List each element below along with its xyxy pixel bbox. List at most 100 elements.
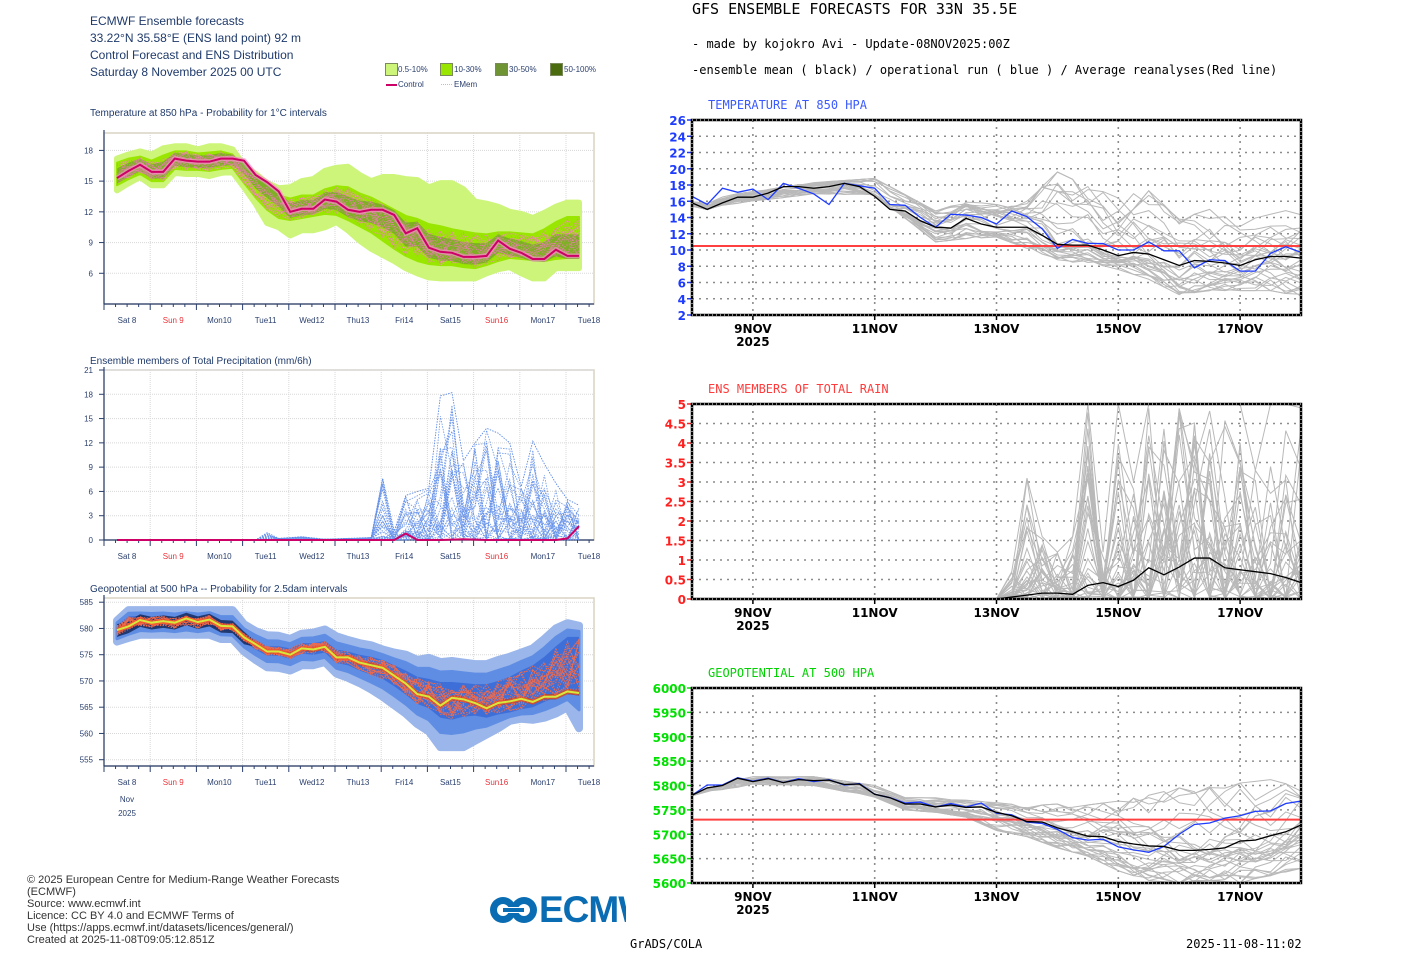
legend-emem-label: EMem (454, 80, 478, 89)
ecmwf-legend: 0.5-10% 10-30% 30-50% 50-100% Control EM… (385, 62, 605, 92)
gfs-z500-xtick-label: 17NOV (1217, 890, 1264, 904)
gfs-t850-frame-dots (691, 119, 1302, 316)
gfs-z500-ytick-label: 5950 (653, 706, 686, 720)
ecmwf-header: ECMWF Ensemble forecasts 33.22°N 35.58°E… (90, 13, 301, 81)
legend-label-1: 10-30% (454, 65, 482, 74)
gfs-z500-title: GEOPOTENTIAL AT 500 HPA (708, 666, 875, 680)
ens-member-line (117, 409, 580, 541)
legend-swatch-0 (385, 63, 398, 76)
gfs-t850-ytick-label: 10 (669, 244, 686, 258)
gfs-z500-plot: 5600 5650 5700 5750 5800 5850 5900 5950 6000 9NOV… (653, 682, 1303, 917)
ens-member-line (691, 184, 1302, 295)
ens-member-line (117, 470, 580, 541)
gfs-t850-ytick-label: 2 (678, 309, 686, 323)
ec-z500-ytick-label: 565 (80, 703, 94, 712)
ens-member-line (691, 779, 1302, 884)
ens-member-line (116, 618, 580, 714)
x-month-label: Nov (120, 795, 134, 804)
legend-swatch-2 (495, 63, 508, 76)
gfs-rain-ytick-label: 4.5 (665, 418, 686, 432)
gfs-rain-ytick-label: 1.5 (665, 535, 686, 549)
gfs-z500-xtick-label: 13NOV (974, 890, 1021, 904)
footer-ecmwf: (ECMWF) (27, 886, 76, 898)
legend-control-line (386, 84, 397, 86)
ec-t850-xtick-label: Tue18 (578, 316, 601, 325)
ec-z500-xtick-label: Mon17 (531, 778, 556, 787)
gfs-rain-ytick-label: 5 (678, 398, 686, 412)
ens-member-max-line (117, 392, 580, 541)
gfs-z500-xtick-label: 11NOV (852, 890, 899, 904)
ec-precip-xtick-label: Mon17 (531, 552, 556, 561)
ensemble-mean-line (691, 182, 1302, 267)
grads-credit: GrADS/COLA (630, 937, 703, 951)
gfs-rain-ytick-label: 2.5 (665, 496, 686, 510)
gfs-t850-ytick-label: 18 (669, 179, 686, 193)
ec-precip-xtick-label: Sat 8 (118, 552, 137, 561)
ec-z500-plot: 555 560 565 570 575 580 585 Sat 8 Sun 9 Mon10 Tue1… (80, 595, 601, 818)
ens-member-line (692, 408, 1302, 600)
ecmwf-run-date: Saturday 8 November 2025 00 UTC (90, 65, 282, 79)
ec-z500-xtick-label: Mon10 (207, 778, 232, 787)
gfs-z500-ytick-label: 5850 (653, 755, 686, 769)
ens-member-line (117, 440, 580, 541)
gfs-t850-xtick-label: 13NOV (974, 322, 1021, 336)
ens-member-line (117, 489, 580, 541)
ens-member-line (692, 465, 1302, 600)
ens-member-line (117, 443, 580, 541)
ens-member-line (116, 154, 580, 265)
gfs-z500-year-label: 2025 (736, 903, 769, 917)
ec-z500-ytick-label: 580 (80, 624, 94, 633)
gfs-rain-xtick-label: 15NOV (1095, 606, 1142, 620)
ec-t850-xtick-label: Tue11 (255, 316, 277, 325)
ens-member-line (117, 405, 580, 541)
gfs-z500-ytick-label: 5800 (653, 780, 686, 794)
ens-member-line (116, 615, 580, 721)
ec-precip-ytick-label: 18 (84, 390, 93, 399)
gfs-z500-xtick-label: 9NOV (734, 890, 772, 904)
ec-precip-xtick-label: Wed12 (299, 552, 325, 561)
ens-member-line (691, 182, 1302, 294)
ec-z500-ytick-label: 560 (80, 729, 94, 738)
ens-member-line (692, 408, 1302, 600)
gfs-t850-ytick-label: 20 (669, 163, 686, 177)
ensemble-mean-line (692, 557, 1302, 600)
ec-z500-ytick-label: 575 (80, 651, 94, 660)
footer-copyright: © 2025 European Centre for Medium-Range … (27, 874, 340, 886)
control-line (117, 525, 580, 541)
ens-member-line (116, 151, 580, 264)
ec-precip-ytick-label: 0 (89, 536, 94, 545)
ec-z500-xtick-label: Tue11 (255, 778, 277, 787)
ec-z500-title: Geopotential at 500 hPa -- Probability f… (90, 584, 348, 595)
ens-member-line (116, 151, 580, 265)
ens-member-line (116, 151, 580, 266)
ens-member-line (692, 412, 1302, 600)
ens-member-line (116, 615, 580, 710)
control-line (116, 157, 579, 260)
gfs-subtitle-author: - made by kojokro Avi - Update-08NOV2025… (692, 37, 1010, 51)
ec-z500-xtick-label: Tue18 (578, 778, 601, 787)
ec-z500-xtick-label: Wed12 (299, 778, 325, 787)
gfs-z500-ytick-label: 6000 (653, 682, 686, 696)
ens-member-line (116, 616, 580, 714)
ec-precip-plot: 0 3 6 9 12 15 18 21 Sat 8 Sun 9 Mon10 Tue11 Wed12 Thu… (84, 366, 601, 561)
footer-source: Source: www.ecmwf.int (27, 898, 141, 910)
gfs-z500-ytick-label: 5700 (653, 828, 686, 842)
ec-z500-xtick-label: Fri14 (395, 778, 414, 787)
gfs-rain-xtick-label: 11NOV (852, 606, 899, 620)
legend-label-0: 0.5-10% (398, 65, 428, 74)
gfs-t850-ytick-label: 16 (669, 195, 686, 209)
ec-t850-xtick-label: Wed12 (299, 316, 325, 325)
footer-licence: Licence: CC BY 4.0 and ECMWF Terms of (27, 910, 234, 922)
ec-t850-title: Temperature at 850 hPa - Probability for… (90, 108, 327, 119)
ens-member-line (116, 152, 580, 260)
gfs-t850-xtick-label: 15NOV (1095, 322, 1142, 336)
ens-member-line (116, 154, 580, 261)
gfs-rain-ytick-label: 1 (678, 554, 686, 568)
ec-t850-ytick-label: 15 (84, 177, 93, 186)
gfs-generated-time: 2025-11-08-11:02 (1186, 937, 1302, 951)
ens-member-line (117, 489, 580, 541)
ens-member-max-line (692, 403, 1302, 600)
ec-t850-xtick-label: Sat 8 (118, 316, 137, 325)
ec-precip-xtick-label: Tue11 (255, 552, 277, 561)
